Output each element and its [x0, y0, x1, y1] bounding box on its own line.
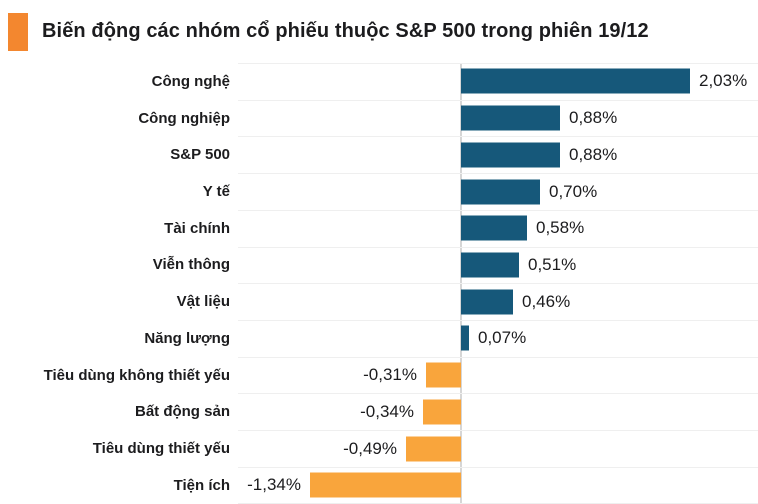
chart-header: Biến động các nhóm cổ phiếu thuộc S&P 50… [0, 0, 758, 63]
bar-chart: Công nghệ 2,03% Công nghiệp 0,88% S&P 500 0,8… [0, 63, 758, 504]
chart-title: Biến động các nhóm cổ phiếu thuộc S&P 50… [42, 20, 649, 42]
bar-positive [461, 179, 540, 205]
chart-row: S&P 500 0,88% [0, 136, 758, 173]
bar-negative [426, 362, 461, 388]
title-marker-icon [8, 12, 28, 51]
category-label: Tiện ích [173, 476, 230, 494]
zero-axis-line [460, 63, 462, 503]
chart-row: Tài chính 0,58% [0, 209, 758, 247]
category-label: Y tế [202, 183, 230, 201]
bar-negative [423, 399, 461, 425]
value-label: 0,51% [528, 254, 577, 274]
value-label: 0,46% [522, 291, 571, 311]
bar-positive [461, 215, 527, 241]
category-label: Công nghiệp [138, 109, 230, 127]
row-gridline [238, 246, 758, 248]
bar-positive [461, 325, 469, 351]
bar-negative [310, 472, 461, 498]
value-label: 0,88% [569, 108, 618, 128]
chart-row: Y tế 0,70% [0, 173, 758, 210]
bar-positive [461, 68, 690, 94]
value-label: -0,31% [363, 365, 417, 385]
value-label: -0,34% [360, 401, 414, 421]
category-label: Công nghệ [151, 72, 230, 90]
value-label: 0,07% [478, 328, 527, 348]
row-gridline [238, 63, 758, 64]
chart-row: Tiêu dùng không thiết yếu -0,31% [0, 356, 758, 394]
row-gridline [238, 320, 758, 322]
category-label: Bất động sản [134, 403, 230, 421]
category-label: Tiêu dùng thiết yếu [92, 440, 230, 458]
value-label: 0,88% [569, 144, 618, 164]
row-gridline [238, 430, 758, 432]
bar-negative [406, 436, 461, 462]
value-label: 0,70% [549, 181, 598, 201]
row-gridline [238, 356, 758, 358]
chart-row: Tiêu dùng thiết yếu -0,49% [0, 430, 758, 467]
bar-positive [461, 252, 519, 278]
row-gridline [238, 136, 758, 138]
chart-row: Viễn thông 0,51% [0, 246, 758, 284]
category-label: Viễn thông [152, 256, 230, 274]
bar-positive [461, 142, 560, 168]
row-gridline [238, 209, 758, 211]
chart-row: Công nghệ 2,03% [0, 63, 758, 100]
value-label: -0,49% [343, 438, 397, 458]
chart-row: Bất động sản -0,34% [0, 393, 758, 430]
category-label: Năng lượng [144, 329, 230, 347]
row-gridline [238, 99, 758, 101]
chart-row: Tiện ích -1,34% [0, 466, 758, 504]
value-label: 2,03% [699, 71, 748, 91]
value-label: 0,58% [536, 218, 585, 238]
row-gridline [238, 283, 758, 285]
category-label: Tài chính [164, 219, 230, 237]
bar-positive [461, 105, 560, 131]
chart-row: Năng lượng 0,07% [0, 320, 758, 357]
bar-positive [461, 289, 513, 315]
chart-row: Công nghiệp 0,88% [0, 99, 758, 137]
category-label: Tiêu dùng không thiết yếu [43, 366, 230, 384]
row-gridline [238, 173, 758, 175]
category-label: Vật liệu [176, 293, 230, 311]
row-gridline [238, 393, 758, 395]
row-gridline [238, 466, 758, 468]
category-label: S&P 500 [170, 146, 230, 164]
value-label: -1,34% [247, 475, 301, 495]
chart-row: Vật liệu 0,46% [0, 283, 758, 320]
